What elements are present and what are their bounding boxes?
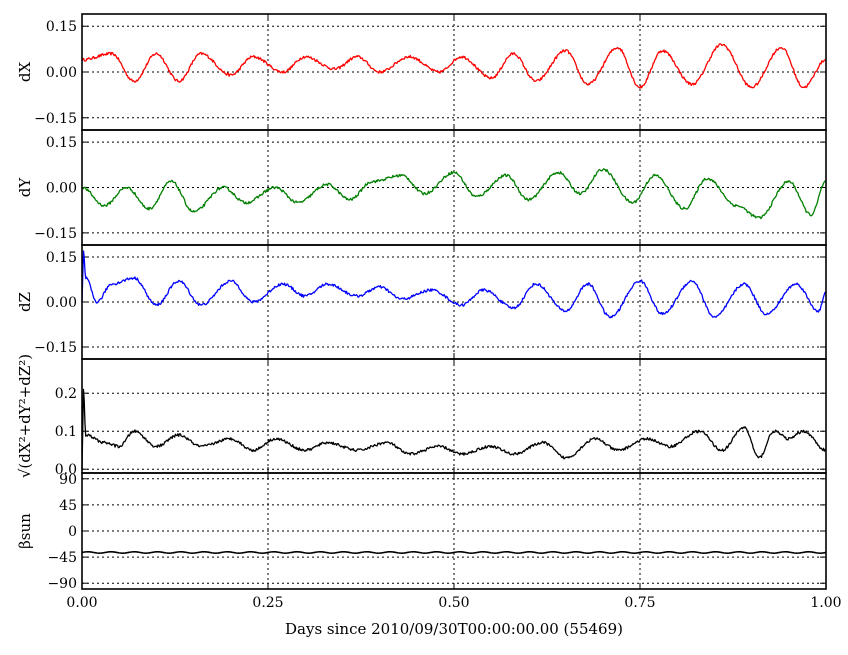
y-axis-label: dY xyxy=(16,177,34,198)
panel-3: 0.15 0.00 −0.15 dZ xyxy=(16,244,827,360)
x-tick-label: 0.25 xyxy=(252,595,283,611)
panel-2: 0.15 0.00 −0.15 dY xyxy=(16,129,827,246)
y-tick-label: 0.15 xyxy=(46,135,77,151)
y-tick-label: 45 xyxy=(59,498,77,514)
y-tick-label: 0.00 xyxy=(46,295,77,311)
panel-frame xyxy=(81,472,827,590)
x-tick-label: 0.00 xyxy=(66,595,97,611)
panel-1: 0.15 0.00 −0.15 dX xyxy=(16,13,827,131)
y-tick-label: 0.15 xyxy=(46,19,77,35)
y-tick-label: −45 xyxy=(47,550,77,566)
y-tick-label: 0.00 xyxy=(46,65,77,81)
y-axis-label: dX xyxy=(16,62,34,83)
x-tick-label: 1.00 xyxy=(810,595,841,611)
y-tick-label: 0 xyxy=(68,524,77,540)
y-tick-label: 0.1 xyxy=(55,424,77,440)
series-line-1 xyxy=(81,43,827,89)
panel-5: 90 45 0 −45 −90 βsun xyxy=(16,472,827,592)
y-axis-label: √(dX²+dY²+dZ²) xyxy=(16,354,34,478)
y-axis-label: βsun xyxy=(16,513,34,549)
series-line-4 xyxy=(81,388,827,470)
y-tick-label: 0.0 xyxy=(55,462,77,478)
series-line-3 xyxy=(81,250,827,319)
y-tick-label: 0.2 xyxy=(55,386,77,402)
panel-4: 0.2 0.1 0.0 √(dX²+dY²+dZ²) xyxy=(16,354,827,478)
y-axis-label: dZ xyxy=(16,292,34,312)
series-line-2 xyxy=(81,168,827,220)
x-axis-label: Days since 2010/09/30T00:00:00.00 (55469… xyxy=(285,620,623,638)
y-tick-label: 90 xyxy=(59,472,77,488)
y-tick-label: −0.15 xyxy=(34,226,77,242)
y-tick-label: −90 xyxy=(47,576,77,592)
y-tick-label: 0.15 xyxy=(46,250,77,266)
x-tick-label: 0.50 xyxy=(438,595,469,611)
y-tick-label: −0.15 xyxy=(34,340,77,356)
series-line-5 xyxy=(81,550,827,554)
y-tick-label: −0.15 xyxy=(34,111,77,127)
y-tick-label: 0.00 xyxy=(46,181,77,197)
x-tick-label: 0.75 xyxy=(624,595,655,611)
